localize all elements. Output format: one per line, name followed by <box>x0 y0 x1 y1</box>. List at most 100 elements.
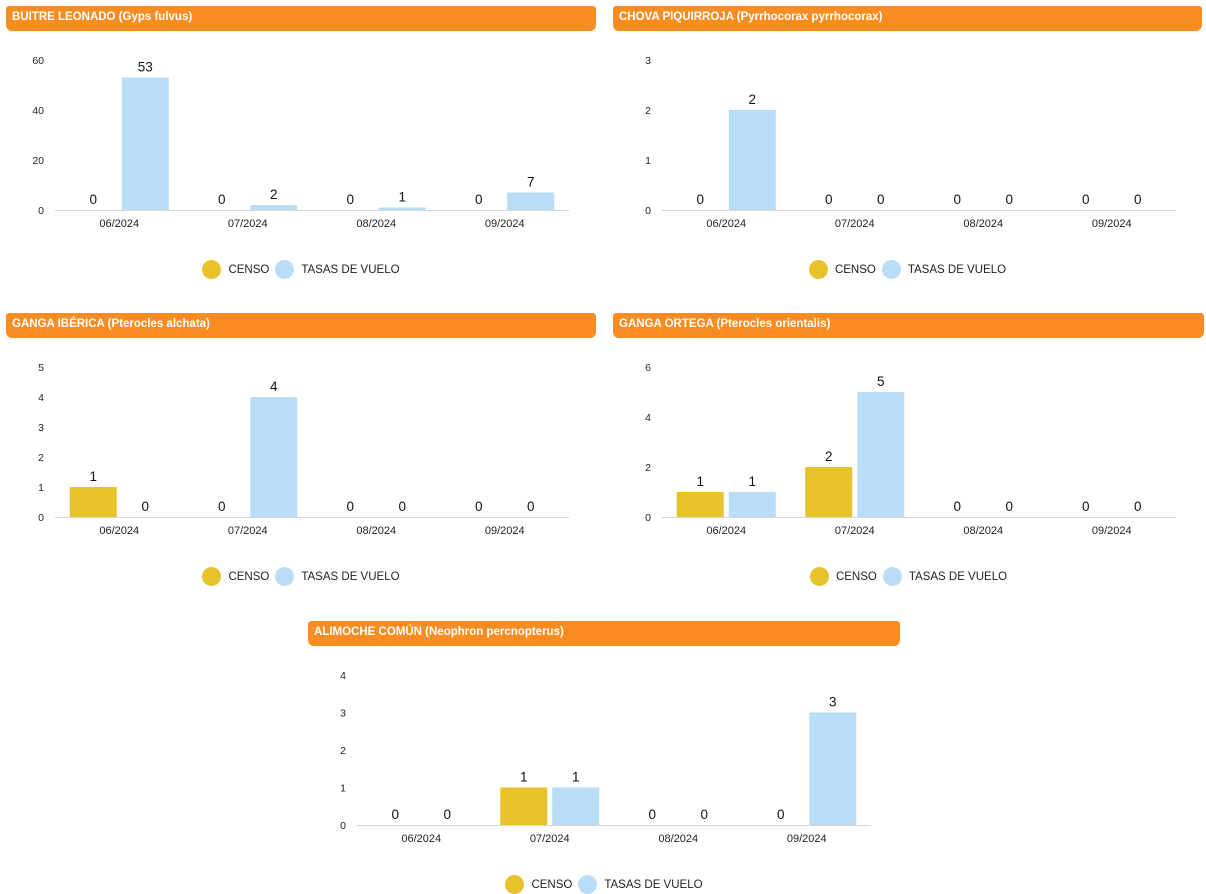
x-tick-label: 08/2024 <box>356 525 396 537</box>
legend-label-censo: CENSO <box>228 570 270 583</box>
data-label: 0 <box>1082 192 1090 207</box>
chart-title: BUITRE LEONADO (Gyps fulvus) <box>6 6 596 31</box>
data-label: 1 <box>398 190 406 205</box>
legend-item-tasas[interactable]: TASAS DE VUELO <box>881 260 1007 279</box>
chart-legend: CENSO TASAS DE VUELO <box>613 260 1202 279</box>
legend-label-tasas: TASAS DE VUELO <box>908 570 1008 583</box>
legend-item-censo[interactable]: CENSO <box>505 875 572 894</box>
data-label: 0 <box>141 499 149 514</box>
y-tick-label: 1 <box>645 155 651 167</box>
legend-swatch-censo <box>202 567 222 586</box>
x-tick-label: 09/2024 <box>485 218 525 230</box>
data-label: 1 <box>89 469 97 484</box>
x-tick-label: 06/2024 <box>401 833 441 845</box>
legend-item-tasas[interactable]: TASAS DE VUELO <box>578 875 703 894</box>
legend-item-tasas[interactable]: TASAS DE VUELO <box>882 567 1008 586</box>
x-tick-label: 08/2024 <box>963 525 1003 537</box>
bar-censo <box>676 492 724 517</box>
data-label: 0 <box>391 807 399 822</box>
x-tick-label: 06/2024 <box>706 218 746 230</box>
data-label: 7 <box>527 175 535 190</box>
x-tick-label: 07/2024 <box>228 525 268 537</box>
x-tick-label: 09/2024 <box>485 525 525 537</box>
data-label: 0 <box>696 192 704 207</box>
chart-title: GANGA ORTEGA (Pterocles orientalis) <box>613 313 1204 338</box>
data-label: 0 <box>89 192 97 207</box>
y-tick-label: 4 <box>645 412 651 424</box>
legend-item-censo[interactable]: CENSO <box>202 567 269 586</box>
data-label: 0 <box>398 499 406 514</box>
y-tick-label: 2 <box>645 462 651 474</box>
x-tick-label: 09/2024 <box>787 833 827 845</box>
legend-label-censo: CENSO <box>834 263 876 276</box>
data-label: 0 <box>700 807 708 822</box>
data-label: 5 <box>877 374 885 389</box>
legend-swatch-censo <box>808 260 828 279</box>
bar-tasas-de-vuelo <box>121 77 169 210</box>
data-label: 0 <box>218 192 226 207</box>
chart-title: ALIMOCHE COMÚN (Neophron percnopterus) <box>308 621 900 646</box>
data-label: 0 <box>825 192 833 207</box>
x-tick-label: 09/2024 <box>1092 525 1132 537</box>
y-tick-label: 4 <box>38 392 44 404</box>
data-label: 53 <box>138 60 153 75</box>
data-label: 4 <box>270 379 278 394</box>
bar-tasas-de-vuelo <box>552 787 600 825</box>
y-tick-label: 40 <box>32 105 44 117</box>
y-tick-label: 2 <box>645 105 651 117</box>
y-tick-label: 0 <box>645 205 651 217</box>
bar-censo <box>69 487 117 517</box>
data-label: 0 <box>1005 192 1013 207</box>
data-label: 1 <box>748 474 756 489</box>
legend-swatch-tasas <box>881 260 901 279</box>
bar-tasas-de-vuelo <box>250 205 298 210</box>
x-tick-label: 07/2024 <box>530 833 570 845</box>
bar-censo <box>500 787 548 825</box>
x-tick-label: 08/2024 <box>963 218 1003 230</box>
y-tick-label: 0 <box>340 820 346 832</box>
legend-label-tasas: TASAS DE VUELO <box>604 878 703 891</box>
chart-title: CHOVA PIQUIRROJA (Pyrrhocorax pyrrhocora… <box>613 6 1202 31</box>
x-tick-label: 08/2024 <box>356 218 396 230</box>
data-label: 1 <box>572 770 580 785</box>
bar-tasas-de-vuelo <box>250 397 298 517</box>
legend-item-censo[interactable]: CENSO <box>809 567 877 586</box>
legend-item-censo[interactable]: CENSO <box>808 260 876 279</box>
y-tick-label: 0 <box>38 205 44 217</box>
legend-item-tasas[interactable]: TASAS DE VUELO <box>275 260 400 279</box>
chart-title: GANGA IBÉRICA (Pterocles alchata) <box>6 313 596 338</box>
data-label: 0 <box>443 807 451 822</box>
bar-tasas-de-vuelo <box>378 207 426 210</box>
legend-label-censo: CENSO <box>228 263 270 276</box>
y-tick-label: 5 <box>38 362 44 374</box>
data-label: 0 <box>475 192 483 207</box>
data-label: 3 <box>829 695 837 710</box>
data-label: 0 <box>1082 499 1090 514</box>
data-label: 2 <box>748 92 756 107</box>
legend-item-censo[interactable]: CENSO <box>202 260 269 279</box>
y-tick-label: 20 <box>32 155 44 167</box>
chart-legend: CENSO TASAS DE VUELO <box>308 875 900 894</box>
y-tick-label: 3 <box>645 55 651 67</box>
y-tick-label: 0 <box>645 512 651 524</box>
legend-label-tasas: TASAS DE VUELO <box>301 263 400 276</box>
bar-tasas-de-vuelo <box>728 492 776 517</box>
legend-label-censo: CENSO <box>835 570 877 583</box>
y-tick-label: 2 <box>340 745 346 757</box>
legend-item-tasas[interactable]: TASAS DE VUELO <box>275 567 400 586</box>
x-tick-label: 09/2024 <box>1092 218 1132 230</box>
data-label: 0 <box>346 192 354 207</box>
data-label: 0 <box>218 499 226 514</box>
data-label: 2 <box>825 449 833 464</box>
chart-legend: CENSO TASAS DE VUELO <box>6 260 596 279</box>
y-tick-label: 2 <box>38 452 44 464</box>
data-label: 0 <box>1134 499 1142 514</box>
legend-label-tasas: TASAS DE VUELO <box>907 263 1007 276</box>
data-label: 0 <box>1005 499 1013 514</box>
legend-swatch-censo <box>505 875 525 894</box>
